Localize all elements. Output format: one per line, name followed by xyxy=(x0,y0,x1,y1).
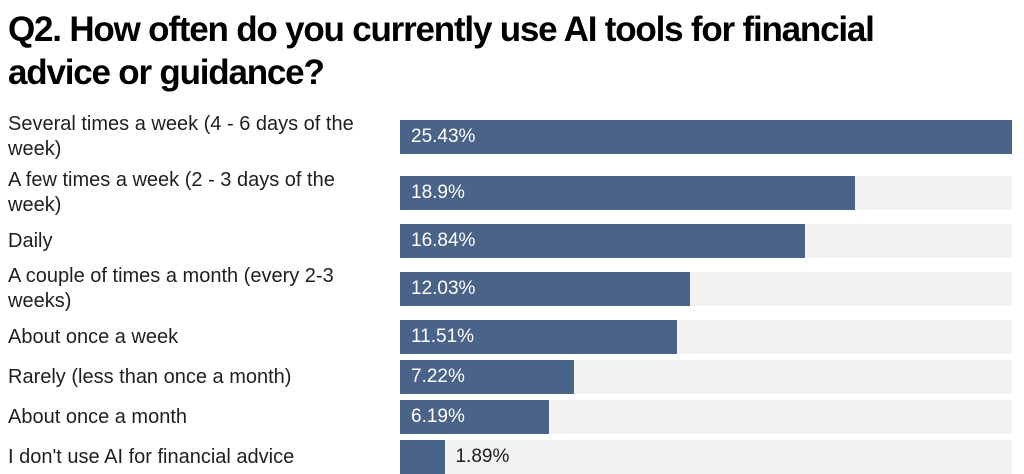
bar-value-label: 16.84% xyxy=(411,230,476,251)
bar-fill xyxy=(400,440,446,474)
bar-value-label: 12.03% xyxy=(411,278,476,299)
bar-row: Several times a week (4 - 6 days of the … xyxy=(8,112,1012,162)
bar-row: Rarely (less than once a month) 7.22% xyxy=(8,360,1012,394)
bar-row: I don't use AI for financial advice 1.89% xyxy=(8,440,1012,474)
bar-track: 7.22% xyxy=(400,360,1012,394)
bar-value-label: 25.43% xyxy=(411,126,476,147)
category-label: Several times a week (4 - 6 days of the … xyxy=(8,113,354,160)
category-label: I don't use AI for financial advice xyxy=(8,445,295,468)
category-label: Daily xyxy=(8,229,53,252)
bar-fill: 25.43% xyxy=(400,120,1012,154)
bar-fill: 6.19% xyxy=(400,400,549,434)
bar-row: About once a week 11.51% xyxy=(8,320,1012,354)
bar-row: A few times a week (2 - 3 days of the we… xyxy=(8,168,1012,218)
category-label: A couple of times a month (every 2-3 wee… xyxy=(8,265,334,312)
bar-chart: Several times a week (4 - 6 days of the … xyxy=(8,112,1012,474)
bar-track: 6.19% xyxy=(400,400,1012,434)
bar-row: About once a month 6.19% xyxy=(8,400,1012,434)
category-label: A few times a week (2 - 3 days of the we… xyxy=(8,169,335,216)
bar-value-label: 18.9% xyxy=(411,182,465,203)
bar-row: Daily 16.84% xyxy=(8,224,1012,258)
category-label: About once a month xyxy=(8,405,188,428)
bar-track: 12.03% xyxy=(400,272,1012,306)
bar-value-label: 6.19% xyxy=(411,406,465,427)
chart-title: Q2. How often do you currently use AI to… xyxy=(8,10,875,92)
bar-fill: 7.22% xyxy=(400,360,574,394)
bar-fill: 12.03% xyxy=(400,272,690,306)
category-label: Rarely (less than once a month) xyxy=(8,365,292,388)
bar-fill: 16.84% xyxy=(400,224,806,258)
bar-track: 18.9% xyxy=(400,176,1012,210)
bar-value-label: 1.89% xyxy=(455,446,510,467)
bar-fill: 11.51% xyxy=(400,320,677,354)
bar-track: 16.84% xyxy=(400,224,1012,258)
bar-value-label: 11.51% xyxy=(411,326,475,347)
bar-value-label: 7.22% xyxy=(411,366,465,387)
bar-track: 1.89% xyxy=(400,440,1012,474)
bar-fill: 18.9% xyxy=(400,176,855,210)
bar-row: A couple of times a month (every 2-3 wee… xyxy=(8,264,1012,314)
category-label: About once a week xyxy=(8,325,179,348)
bar-track: 11.51% xyxy=(400,320,1012,354)
bar-track: 25.43% xyxy=(400,120,1012,154)
